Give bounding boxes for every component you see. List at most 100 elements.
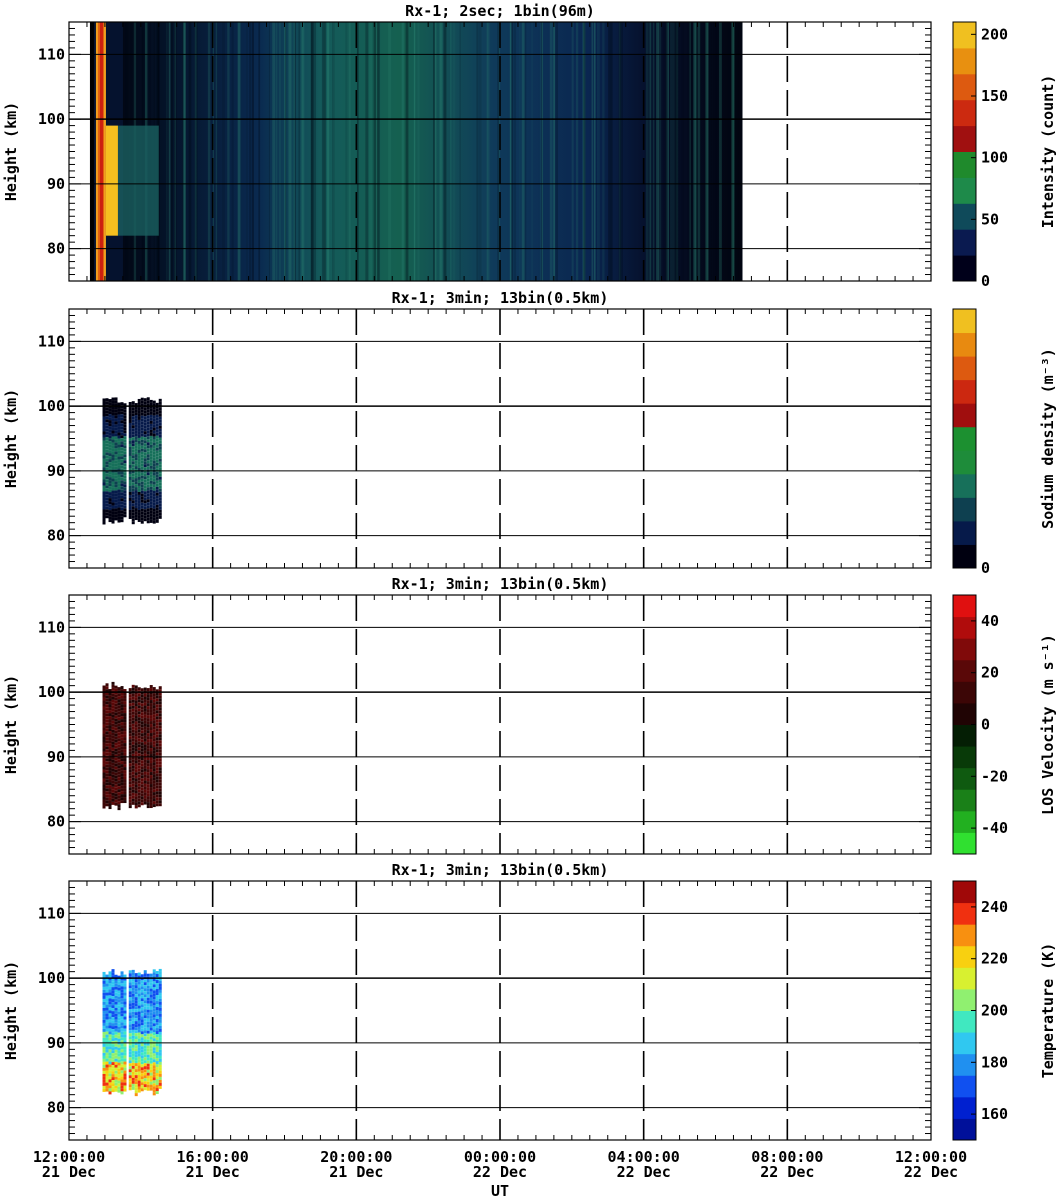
data-cell [102, 793, 106, 797]
data-cell [102, 1049, 106, 1053]
data-cell [152, 1065, 156, 1069]
data-cell [137, 759, 141, 763]
data-cell [108, 1001, 112, 1005]
data-cell [134, 448, 138, 452]
data-cell [117, 978, 121, 982]
data-cell [108, 980, 112, 984]
data-cell [102, 745, 106, 749]
data-cell [140, 457, 144, 461]
data-cell [102, 1067, 106, 1071]
data-cell [111, 684, 115, 688]
data-cell [146, 457, 150, 461]
data-cell [117, 507, 121, 511]
intensity-streak [513, 22, 517, 281]
data-cell [137, 726, 141, 730]
intensity-streak [182, 22, 184, 281]
intensity-streak [275, 22, 278, 281]
data-cell [102, 1052, 106, 1056]
data-cell [146, 1063, 150, 1067]
data-cell [158, 710, 162, 714]
data-cell [134, 1072, 138, 1076]
data-cell [123, 481, 127, 485]
data-cell [152, 412, 156, 416]
data-cell [117, 744, 121, 748]
data-cell [123, 1013, 127, 1017]
data-cell [143, 1072, 147, 1076]
data-cell [140, 1073, 144, 1077]
data-cell [146, 781, 150, 785]
data-cell [123, 1061, 127, 1065]
data-cell [108, 495, 112, 499]
data-cell [102, 500, 106, 504]
intensity-streak [345, 22, 348, 281]
data-cell [105, 437, 109, 441]
data-cell [140, 763, 144, 767]
data-cell [128, 515, 132, 519]
data-cell [117, 501, 121, 505]
data-cell [114, 400, 118, 404]
data-cell [146, 1000, 150, 1004]
data-cell [117, 468, 121, 472]
intensity-streak [552, 22, 555, 281]
data-cell [134, 742, 138, 746]
data-cell [123, 433, 127, 437]
data-cell [131, 1017, 135, 1021]
data-cell [117, 483, 121, 487]
intensity-streak [610, 22, 613, 281]
data-cell [140, 998, 144, 1002]
data-cell [146, 481, 150, 485]
data-cell [155, 1076, 159, 1080]
data-cell [137, 993, 141, 997]
data-cell [108, 453, 112, 457]
data-cell [102, 995, 106, 999]
data-cell [120, 773, 124, 777]
data-cell [114, 517, 118, 521]
data-cell [114, 487, 118, 491]
data-cell [149, 751, 153, 755]
data-cell [128, 428, 132, 432]
data-cell [137, 416, 141, 420]
data-cell [143, 473, 147, 477]
data-cell [158, 1052, 162, 1056]
data-cell [131, 503, 135, 507]
data-cell [140, 1088, 144, 1092]
data-cell [128, 1045, 132, 1049]
data-cell [155, 731, 159, 735]
intensity-streak [667, 22, 669, 281]
data-cell [128, 437, 132, 441]
data-cell [102, 742, 106, 746]
data-cell [117, 1077, 121, 1081]
data-cell [108, 707, 112, 711]
data-cell [108, 1085, 112, 1089]
data-cell [143, 768, 147, 772]
data-cell [146, 1057, 150, 1061]
data-cell [152, 490, 156, 494]
data-cell [134, 1048, 138, 1052]
intensity-streak [227, 22, 230, 281]
data-cell [128, 1066, 132, 1070]
data-cell [158, 788, 162, 792]
data-cell [105, 1058, 109, 1062]
data-cell [114, 781, 118, 785]
data-cell [102, 494, 106, 498]
data-cell [134, 463, 138, 467]
data-cell [146, 511, 150, 515]
data-cell [131, 455, 135, 459]
data-cell [143, 771, 147, 775]
data-cell [134, 685, 138, 689]
data-cell [128, 973, 132, 977]
data-cell [102, 974, 106, 978]
data-cell [102, 748, 106, 752]
data-cell [105, 413, 109, 417]
data-cell [120, 447, 124, 451]
data-cell [114, 481, 118, 485]
data-cell [131, 795, 135, 799]
data-cell [128, 470, 132, 474]
data-cell [120, 704, 124, 708]
data-cell [120, 423, 124, 427]
data-cell [152, 720, 156, 724]
data-cell [143, 997, 147, 1001]
data-cell [158, 512, 162, 516]
data-cell [114, 418, 118, 422]
colorbar-segment [953, 356, 976, 381]
